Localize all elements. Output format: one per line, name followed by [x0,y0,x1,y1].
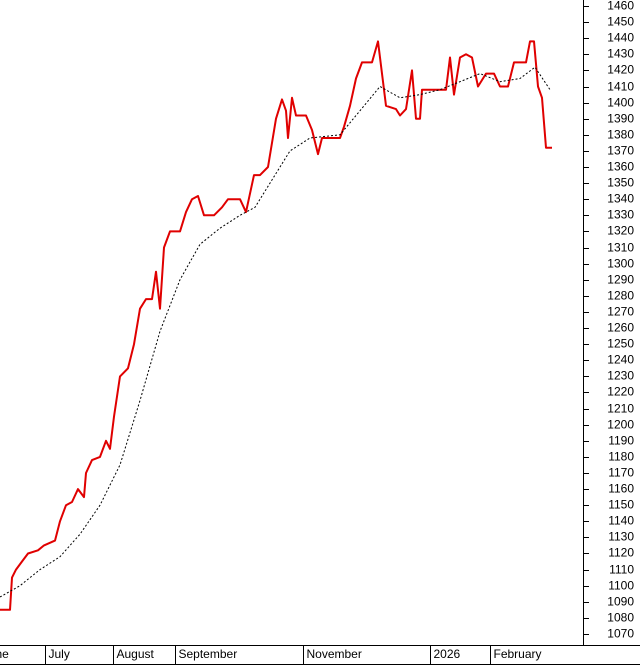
y-tick-label: 1150 [608,498,634,512]
y-tick-label: 1420 [607,63,634,77]
y-tick-label: 1130 [608,530,634,544]
y-tick-label: 1340 [607,192,634,206]
y-tick-label: 1310 [607,241,634,255]
y-tick-label: 1380 [607,128,634,142]
y-tick-label: 1370 [607,144,634,158]
y-tick-label: 1160 [608,482,634,496]
x-tick-label: February [494,647,542,661]
y-tick-label: 1110 [609,563,634,577]
y-tick-label: 1120 [608,546,634,560]
x-tick-label: August [117,647,155,661]
y-tick-label: 1220 [607,385,634,399]
y-tick-label: 1270 [607,305,634,319]
x-tick-label: July [49,647,70,661]
x-tick-label: ne [0,647,9,661]
y-tick-label: 1100 [608,579,634,593]
y-tick-label: 1460 [607,0,634,13]
y-tick-label: 1300 [607,257,634,271]
y-tick-label: 1320 [607,224,634,238]
y-tick-label: 1200 [607,418,634,432]
price-line [0,40,552,611]
y-tick-label: 1240 [607,353,634,367]
y-tick-label: 1260 [607,321,634,335]
x-tick-label: 2026 [434,647,461,661]
y-tick-label: 1430 [607,47,634,61]
moving-average-line [0,66,551,598]
x-tick-label: September [179,647,238,661]
y-tick-label: 1360 [607,160,634,174]
y-tick-label: 1390 [607,112,634,126]
y-tick-label: 1210 [607,402,634,416]
y-tick-label: 1070 [607,627,634,641]
y-tick-label: 1440 [607,31,634,45]
y-tick-label: 1090 [607,595,634,609]
y-tick-label: 1080 [607,611,634,625]
plot-area [0,40,552,611]
y-tick-label: 1290 [607,273,634,287]
y-tick-label: 1250 [607,337,634,351]
y-tick-label: 1450 [607,15,634,29]
y-tick-label: 1230 [607,369,634,383]
y-tick-label: 1400 [607,96,634,110]
y-tick-label: 1330 [607,208,634,222]
y-tick-label: 1280 [607,289,634,303]
y-tick-label: 1170 [608,466,634,480]
x-tick-label: November [307,647,362,661]
y-tick-label: 1350 [607,176,634,190]
y-tick-label: 1410 [607,80,634,94]
y-tick-label: 1140 [608,514,634,528]
y-tick-label: 1180 [608,450,634,464]
y-tick-label: 1190 [608,434,634,448]
